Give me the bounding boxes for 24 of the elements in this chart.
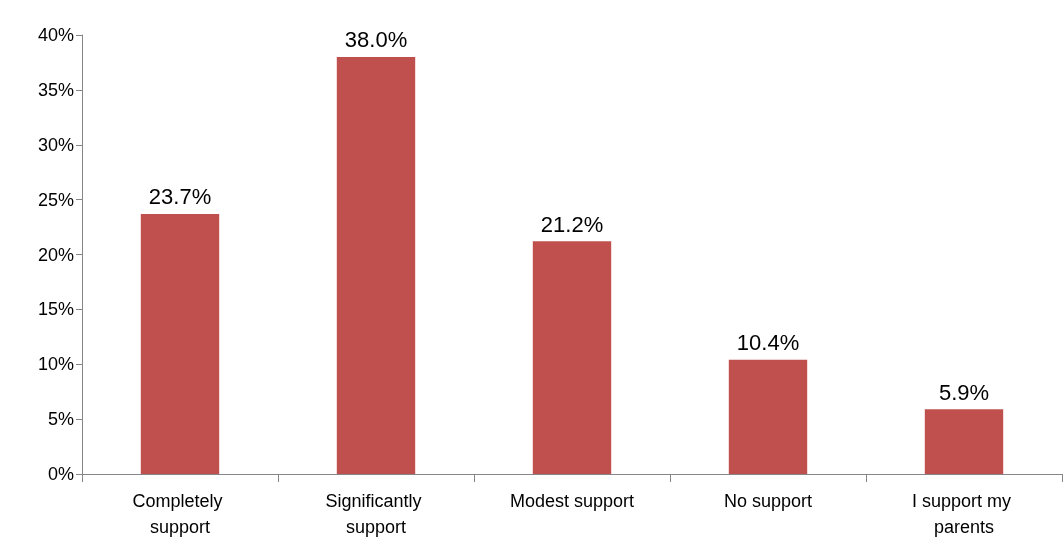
data-label: 38.0% xyxy=(344,27,408,53)
bar xyxy=(728,359,808,474)
x-tick-label: Completely support xyxy=(132,491,228,537)
y-tick-label: 5% xyxy=(47,409,74,430)
y-tick-label: 35% xyxy=(37,79,74,100)
y-tick-label: 30% xyxy=(37,134,74,155)
bar xyxy=(532,241,612,474)
data-label: 5.9% xyxy=(938,379,990,405)
bar xyxy=(924,409,1004,474)
x-tick-label: No support xyxy=(723,491,813,511)
y-tick-label: 10% xyxy=(37,354,74,375)
x-tick-label: Significantly support xyxy=(325,491,427,537)
data-label: 23.7% xyxy=(148,184,212,210)
y-tick-label: 25% xyxy=(37,189,74,210)
y-tick-label: 20% xyxy=(37,244,74,265)
bar xyxy=(140,213,220,474)
y-tick-label: 40% xyxy=(37,25,74,45)
y-tick-label: 15% xyxy=(37,299,74,320)
x-tick-label: Modest support xyxy=(509,491,635,511)
data-label: 10.4% xyxy=(736,330,800,356)
y-tick-label: 0% xyxy=(47,464,74,484)
bar xyxy=(336,56,416,474)
x-tick-label: I support my parents xyxy=(911,491,1017,537)
data-label: 21.2% xyxy=(540,211,604,237)
